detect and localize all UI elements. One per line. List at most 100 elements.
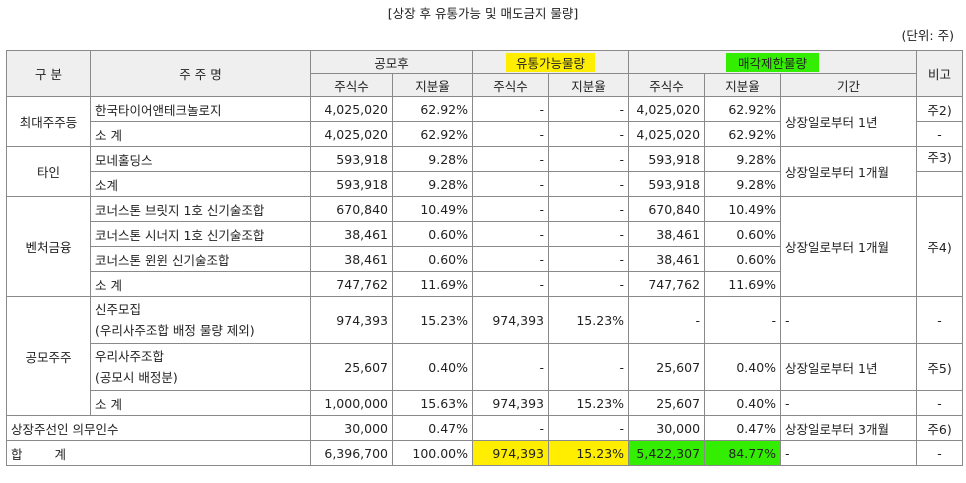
total-tradable-shares: 974,393 [472,440,550,466]
shareholder-name: 한국타이어앤테크놀로지 [90,96,311,122]
shareholder-name: 코너스톤 윈윈 신기술조합 [90,246,311,272]
after-ipo-ratio: 15.63% [391,390,474,416]
restricted-highlight: 매각제한물량 [726,52,820,72]
restricted-shares: 30,000 [628,415,706,441]
note-cell [916,171,964,197]
restricted-ratio: 10.49% [704,196,782,222]
tradable-ratio: - [548,96,630,122]
shareholder-name: 소계 [90,171,311,197]
shareholder-name: 코너스톤 시너지 1호 신기술조합 [90,221,311,247]
note-cell: 주2) [916,96,964,122]
total-after-ipo-ratio: 100.00% [391,440,474,466]
after-ipo-ratio: 9.28% [391,171,474,197]
after-ipo-ratio: 10.49% [391,196,474,222]
tradable-shares: - [472,171,550,197]
tradable-ratio: - [548,246,630,272]
total-restricted-ratio: 84.77% [704,440,782,466]
tradable-shares: - [472,415,550,441]
header-ratio-2: 지분율 [548,73,630,97]
after-ipo-ratio: 62.92% [391,121,474,147]
restricted-period: 상장일로부터 1년 [780,343,918,391]
restricted-shares: 670,840 [628,196,706,222]
note-cell: - [916,296,964,344]
restricted-period: 상장일로부터 1개월 [780,196,918,297]
header-ratio-3: 지분율 [704,73,782,97]
restricted-period: 상장일로부터 1년 [780,96,918,147]
after-ipo-shares: 974,393 [310,296,393,344]
table-row: 최대주주등 한국타이어앤테크놀로지 4,025,020 62.92% - - 4… [6,96,964,147]
tradable-shares: - [472,271,550,297]
after-ipo-shares: 4,025,020 [310,121,393,147]
header-shares-3: 주식수 [628,73,706,97]
after-ipo-shares: 38,461 [310,246,393,272]
restricted-ratio: 62.92% [704,96,782,122]
tradable-shares: - [472,343,550,391]
shareholder-name: 소 계 [90,121,311,147]
note-cell: - [916,121,964,147]
restricted-shares: 25,607 [628,343,706,391]
shareholder-name-line2: (공모시 배정분) [95,370,178,385]
shareholder-name-line2: (우리사주조합 배정 물량 제외) [95,323,255,338]
tradable-shares: 974,393 [472,296,550,344]
after-ipo-shares: 670,840 [310,196,393,222]
total-restricted-shares: 5,422,307 [628,440,706,466]
tradable-shares: - [472,146,550,172]
table-row: 공모주주 신주모집 (우리사주조합 배정 물량 제외) 974,393 15.23… [6,296,964,416]
tradable-ratio: - [548,196,630,222]
restricted-ratio: 0.40% [704,343,782,391]
note-cell: 주4) [916,196,964,297]
header-row-2: 주식수 지분율 주식수 지분율 주식수 지분율 기간 [7,73,963,97]
tradable-ratio: - [548,415,630,441]
tradable-ratio: 15.23% [548,390,630,416]
total-label: 합계 [6,440,311,466]
obligation-label: 상장주선인 의무인수 [6,415,311,441]
category-cell: 타인 [6,146,91,197]
restricted-shares: 4,025,020 [628,96,706,122]
tradable-ratio: - [548,221,630,247]
tradable-ratio: - [548,343,630,391]
tradable-shares: - [472,196,550,222]
restricted-ratio: 0.60% [704,221,782,247]
tradable-shares: - [472,121,550,147]
lockup-table: 구 분 주 주 명 공모후 유통가능물량 매각제한물량 비고 주식수 지분율 주… [6,50,964,466]
table-row: 소 계 1,000,000 15.63% 974,393 15.23% 25,6… [7,390,964,416]
restricted-ratio: 9.28% [704,146,782,172]
tradable-ratio: - [548,271,630,297]
restricted-shares: - [628,296,706,344]
restricted-ratio: - [704,296,782,344]
header-period: 기간 [780,73,918,97]
restricted-ratio: 11.69% [704,271,782,297]
header-category: 구 분 [6,50,91,97]
restricted-ratio: 9.28% [704,171,782,197]
shareholder-name: 신주모집 (우리사주조합 배정 물량 제외) [90,296,311,344]
note-cell: 주5) [916,343,964,391]
header-shareholder: 주 주 명 [90,50,311,97]
after-ipo-shares: 25,607 [310,343,393,391]
tradable-ratio: 15.23% [548,296,630,344]
restricted-shares: 38,461 [628,221,706,247]
total-period: - [780,440,918,466]
table-title: [상장 후 유통가능 및 매도금지 물량] [387,6,579,21]
total-after-ipo-shares: 6,396,700 [310,440,393,466]
restricted-period: - [780,390,918,416]
note-cell: - [916,390,964,416]
restricted-ratio: 0.60% [704,246,782,272]
restricted-period: - [780,296,918,344]
header-note: 비고 [916,50,964,97]
shareholder-name: 우리사주조합 (공모시 배정분) [90,343,311,391]
after-ipo-ratio: 9.28% [391,146,474,172]
table-row: 상장주선인 의무인수 30,000 0.47% - - 30,000 0.47%… [6,415,964,441]
total-note: - [916,440,964,466]
note-cell: 주6) [916,415,964,441]
shareholder-name-line1: 신주모집 [95,302,142,317]
total-row: 합계 6,396,700 100.00% 974,393 15.23% 5,42… [6,440,964,466]
restricted-ratio: 62.92% [704,121,782,147]
note-cell: 주3) [916,146,964,172]
tradable-ratio: - [548,121,630,147]
category-cell: 최대주주등 [6,96,91,147]
table-row: 우리사주조합 (공모시 배정분) 25,607 0.40% - - 25,607 … [7,343,964,391]
after-ipo-shares: 593,918 [310,171,393,197]
table-row: 벤처금융 코너스톤 브릿지 1호 신기술조합 670,840 10.49% - … [6,196,964,297]
restricted-ratio: 0.40% [704,390,782,416]
after-ipo-shares: 593,918 [310,146,393,172]
